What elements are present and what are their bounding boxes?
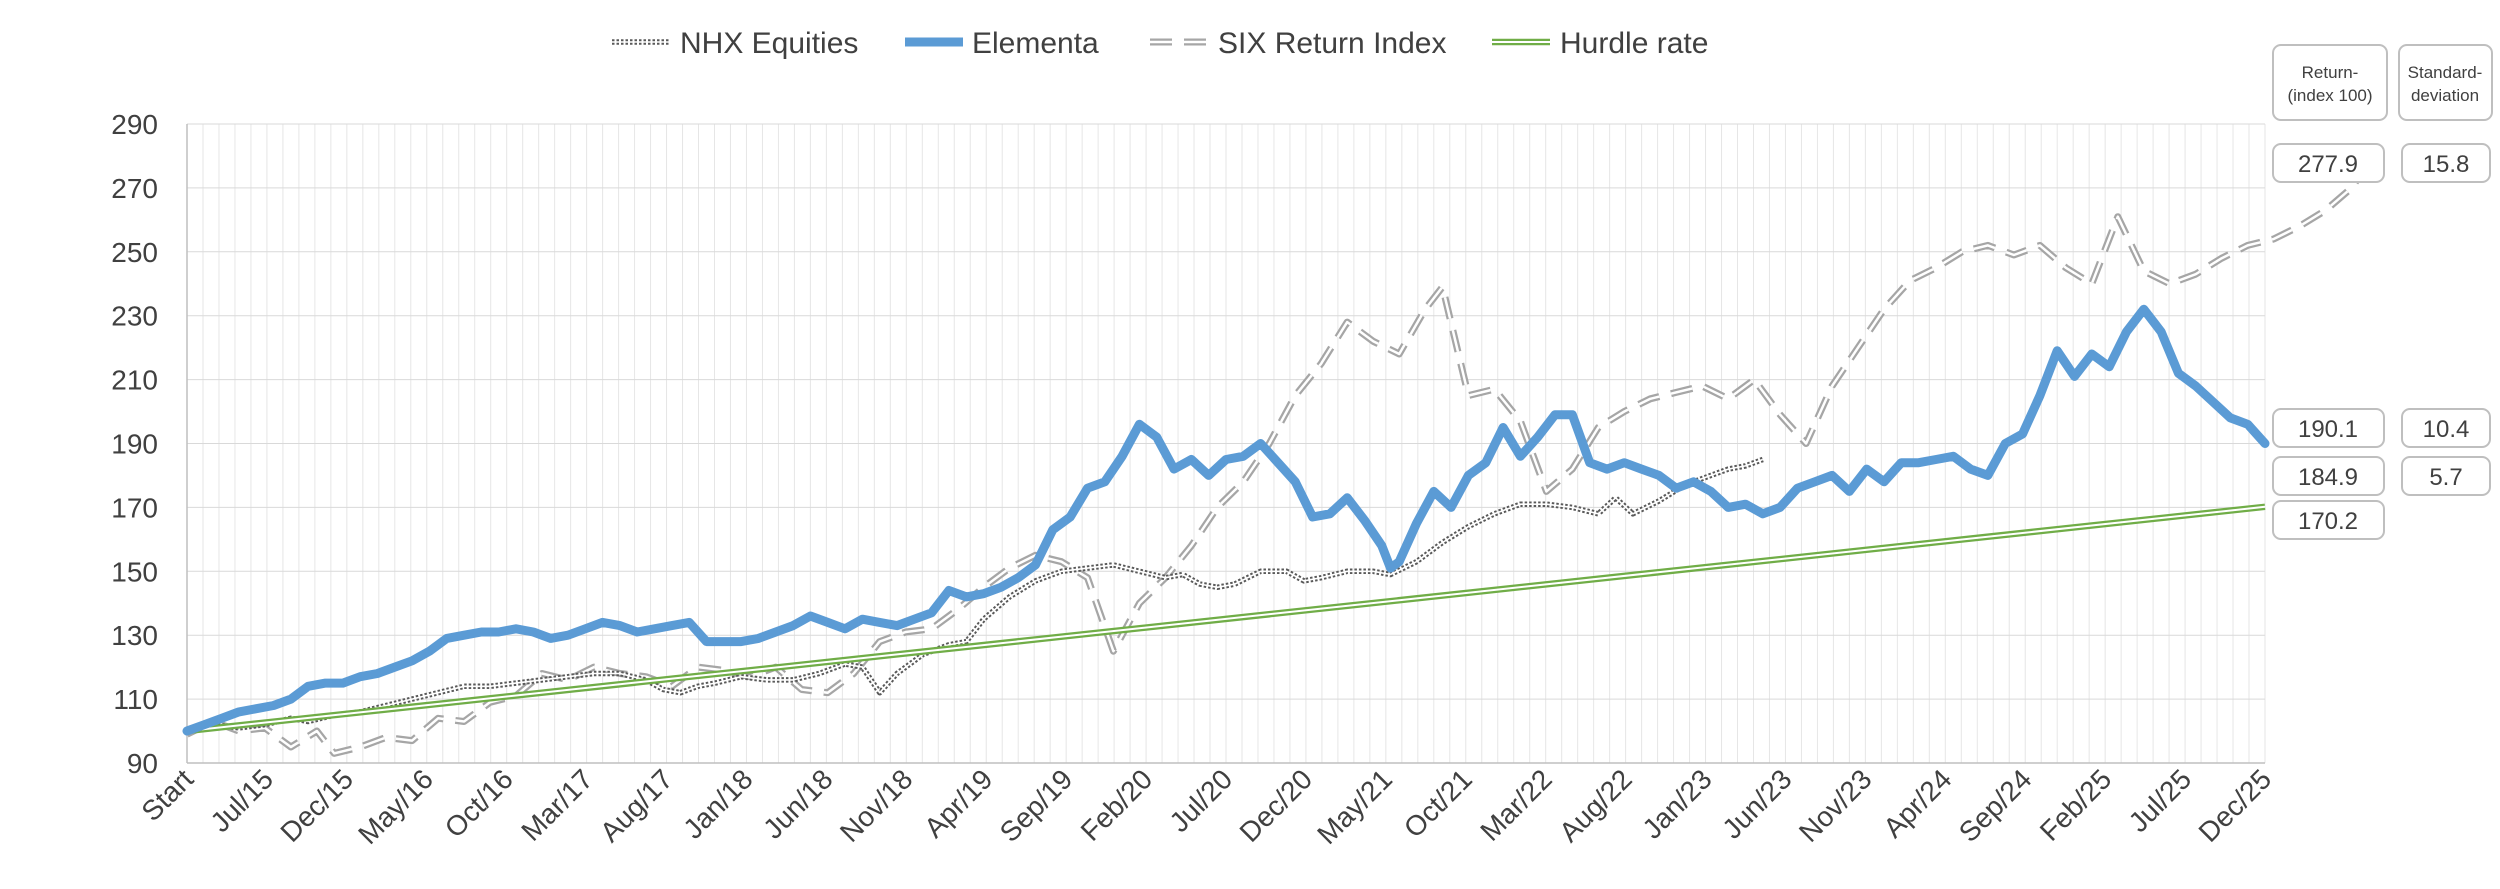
legend-item-elementa: Elementa bbox=[905, 27, 1099, 60]
summary-return-value: 190.1 bbox=[2298, 416, 2358, 443]
summary-std-value: 15.8 bbox=[2423, 151, 2470, 178]
y-tick-label: 90 bbox=[127, 748, 158, 779]
x-tick-label: Aug/22 bbox=[1553, 763, 1638, 848]
x-tick-label: Oct/16 bbox=[439, 763, 519, 843]
x-tick-label: Jul/20 bbox=[1163, 763, 1238, 838]
summary-header-return-line2: (index 100) bbox=[2287, 86, 2372, 105]
summary-std-value: 5.7 bbox=[2429, 464, 2462, 491]
x-tick-label: Dec/20 bbox=[1234, 763, 1319, 848]
series-nhx-equities bbox=[186, 456, 1764, 734]
y-tick-label: 110 bbox=[113, 684, 158, 715]
summary-return-value: 184.9 bbox=[2298, 464, 2358, 491]
summary-return-box bbox=[2272, 456, 2385, 496]
x-tick-label: Mar/17 bbox=[515, 763, 599, 847]
series-six-return-index bbox=[185, 160, 2372, 757]
legend-item-nhx-equities: NHX Equities bbox=[612, 27, 858, 60]
legend-item-hurdle-rate: Hurdle rate bbox=[1492, 27, 1708, 60]
x-tick-label: Mar/22 bbox=[1474, 763, 1558, 847]
legend-item-six-return-index: SIX Return Index bbox=[1150, 27, 1446, 60]
legend: NHX Equities Elementa SIX Return Index Hurd… bbox=[612, 27, 1708, 60]
series-elementa bbox=[182, 304, 2270, 736]
x-tick-label: Nov/23 bbox=[1793, 763, 1878, 848]
x-tick-label: Dec/15 bbox=[274, 763, 359, 848]
x-tick-label: Jan/18 bbox=[677, 763, 758, 844]
series-line-inner-six-return-index bbox=[186, 161, 2370, 755]
series-line-inner-nhx-equities bbox=[186, 458, 1764, 732]
x-tick-label: Jul/15 bbox=[204, 763, 279, 838]
summary-header-std-line2: deviation bbox=[2411, 86, 2479, 105]
y-tick-label: 250 bbox=[111, 237, 158, 268]
x-tick-label: Sep/24 bbox=[1953, 763, 2038, 848]
summary-return-box bbox=[2272, 500, 2385, 540]
x-tick-label: May/16 bbox=[352, 763, 439, 850]
y-tick-label: 230 bbox=[111, 301, 158, 332]
x-tick-label: Dec/25 bbox=[2193, 763, 2278, 848]
summary-return-value: 277.9 bbox=[2298, 151, 2358, 178]
y-tick-label: 170 bbox=[111, 492, 158, 523]
summary-std-box bbox=[2401, 408, 2491, 448]
y-tick-label: 290 bbox=[111, 109, 158, 140]
summary-header-std bbox=[2398, 44, 2493, 121]
y-tick-label: 270 bbox=[111, 173, 158, 204]
series-line-inner-hurdle-rate bbox=[186, 505, 2266, 732]
summary-return-value: 170.2 bbox=[2298, 508, 2358, 535]
x-tick-label: Feb/25 bbox=[2034, 763, 2118, 847]
summary-header-std-line1: Standard- bbox=[2408, 63, 2483, 82]
summary-std-box bbox=[2401, 456, 2491, 496]
y-tick-label: 130 bbox=[111, 620, 158, 651]
x-tick-label: Jan/23 bbox=[1636, 763, 1717, 844]
series-lines bbox=[182, 160, 2372, 757]
legend-label: SIX Return Index bbox=[1218, 27, 1446, 60]
y-tick-label: 210 bbox=[111, 365, 158, 396]
x-tick-label: Apr/24 bbox=[1877, 763, 1957, 843]
legend-label: Hurdle rate bbox=[1560, 27, 1708, 60]
summary-table: Return- (index 100) Standard-deviation 277.… bbox=[2272, 44, 2493, 540]
summary-std-value: 10.4 bbox=[2423, 416, 2470, 443]
legend-label: Elementa bbox=[972, 27, 1099, 60]
x-tick-label: Oct/21 bbox=[1398, 763, 1478, 843]
x-tick-label: Jun/18 bbox=[757, 763, 838, 844]
x-tick-label: Aug/17 bbox=[594, 763, 679, 848]
x-tick-label: Apr/19 bbox=[918, 763, 998, 843]
summary-return-box bbox=[2272, 143, 2385, 183]
x-tick-label: Sep/19 bbox=[994, 763, 1079, 848]
series-line-elementa bbox=[182, 304, 2270, 736]
grid bbox=[186, 123, 2266, 764]
summary-return-box bbox=[2272, 408, 2385, 448]
x-tick-label: Feb/20 bbox=[1075, 763, 1159, 847]
y-tick-label: 150 bbox=[111, 556, 158, 587]
series-hurdle-rate bbox=[186, 503, 2266, 735]
legend-label: NHX Equities bbox=[680, 27, 858, 60]
summary-header-return-line1: Return- bbox=[2302, 63, 2359, 82]
x-tick-label: Jul/25 bbox=[2123, 763, 2198, 838]
x-tick-label: Jun/23 bbox=[1716, 763, 1797, 844]
summary-header-return bbox=[2272, 44, 2388, 121]
summary-std-box bbox=[2401, 143, 2491, 183]
x-tick-label: Nov/18 bbox=[834, 763, 919, 848]
x-tick-label: May/21 bbox=[1311, 763, 1398, 850]
y-tick-label: 190 bbox=[111, 429, 158, 460]
